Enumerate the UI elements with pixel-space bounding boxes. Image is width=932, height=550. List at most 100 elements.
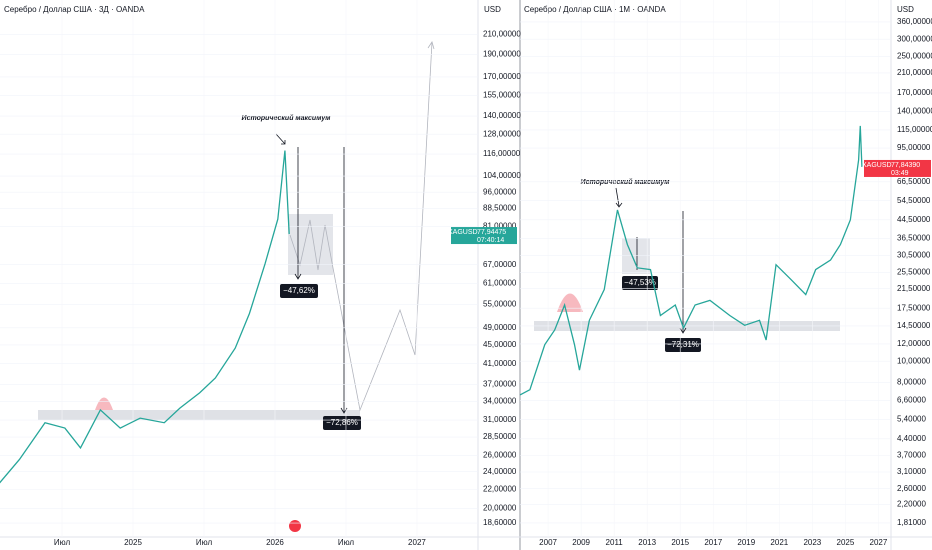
y-tick-label: 2,20000 [897, 500, 926, 509]
ath-arrow [615, 187, 623, 208]
y-tick-label: 115,00000 [897, 125, 932, 134]
y-tick-label: 8,00000 [897, 377, 926, 386]
forecast-path [289, 41, 433, 412]
y-tick-label: 88,50000 [483, 204, 517, 213]
x-tick-label: 2025 [124, 538, 142, 547]
x-tick-label: Июл [54, 538, 71, 547]
y-tick-label: 3,10000 [897, 467, 926, 476]
y-tick-label: 36,50000 [897, 234, 931, 243]
axis-unit: USD [897, 5, 914, 14]
y-tick-label: 300,00000 [897, 34, 932, 43]
y-tick-label: 5,40000 [897, 415, 926, 424]
x-tick-label: 2011 [606, 538, 624, 547]
ath-annotation: Исторический максимум [242, 114, 332, 122]
y-tick-label: 45,00000 [483, 340, 517, 349]
price-badge [451, 227, 517, 245]
y-tick-label: 250,00000 [897, 52, 932, 61]
pct-label: −47,62% [283, 286, 315, 295]
y-tick-label: 49,00000 [483, 323, 517, 332]
y-tick-label: 360,00000 [897, 17, 932, 26]
pct-label: −72,31% [667, 340, 699, 349]
pct-label: −72,86% [326, 418, 358, 427]
event-icon [289, 520, 301, 532]
y-tick-label: 96,00000 [483, 187, 517, 196]
x-tick-label: 2007 [539, 538, 557, 547]
x-tick-label: 2021 [770, 538, 788, 547]
drop-arrow-head [294, 273, 302, 280]
dome-marker [95, 397, 113, 410]
x-tick-label: 2013 [638, 538, 656, 547]
chart-title: Серебро / Доллар США · 3Д · OANDA [4, 5, 145, 14]
pct-box [280, 284, 318, 298]
last-price: 77,84390 [891, 162, 920, 169]
pct-box [665, 338, 701, 352]
chart-title: Серебро / Доллар США · 1М · OANDA [524, 5, 666, 14]
y-tick-label: 25,50000 [897, 268, 931, 277]
y-tick-label: 81,00000 [483, 222, 517, 231]
x-tick-label: 2015 [671, 538, 689, 547]
y-tick-label: 28,50000 [483, 432, 517, 441]
y-tick-label: 1,81000 [897, 518, 926, 527]
y-tick-label: 210,00000 [897, 68, 932, 77]
y-tick-label: 155,00000 [483, 91, 521, 100]
y-tick-label: 24,00000 [483, 467, 517, 476]
y-tick-label: 128,00000 [483, 129, 521, 138]
y-tick-label: 190,00000 [483, 50, 521, 59]
x-tick-label: 2027 [870, 538, 888, 547]
y-tick-label: 170,00000 [483, 72, 521, 81]
y-tick-label: 66,50000 [897, 177, 931, 186]
x-tick-label: 2017 [704, 538, 722, 547]
y-tick-label: 6,60000 [897, 396, 926, 405]
x-tick-label: 2023 [803, 538, 821, 547]
x-tick-label: Июл [338, 538, 355, 547]
support-zone [38, 410, 360, 420]
timer: 03:49 [891, 170, 909, 177]
y-tick-label: 210,00000 [483, 29, 521, 38]
y-tick-label: 22,00000 [483, 484, 517, 493]
x-tick-label: 2026 [266, 538, 284, 547]
y-tick-label: 34,00000 [483, 397, 517, 406]
axis-unit: USD [484, 5, 501, 14]
badge-symbol: XAGUSD [448, 229, 478, 236]
timer: 07:40:14 [477, 237, 504, 244]
y-tick-label: 14,50000 [897, 321, 931, 330]
price-line [0, 150, 290, 484]
forecast-arrow [427, 41, 435, 50]
y-tick-label: 170,00000 [897, 88, 932, 97]
pct-label: −47,53% [624, 278, 656, 287]
x-tick-label: Июл [196, 538, 213, 547]
y-tick-label: 31,00000 [483, 415, 517, 424]
y-tick-label: 41,00000 [483, 359, 517, 368]
x-tick-label: 2025 [837, 538, 855, 547]
y-tick-label: 3,70000 [897, 450, 926, 459]
ath-arrow [275, 133, 286, 145]
pct-box [323, 416, 361, 430]
y-tick-label: 95,00000 [897, 143, 931, 152]
y-tick-label: 54,50000 [897, 196, 931, 205]
x-tick-label: 2019 [737, 538, 755, 547]
y-tick-label: 18,60000 [483, 518, 517, 527]
y-tick-label: 10,00000 [897, 356, 931, 365]
y-tick-label: 140,00000 [897, 106, 932, 115]
y-tick-label: 37,00000 [483, 380, 517, 389]
y-tick-label: 12,00000 [897, 339, 931, 348]
y-tick-label: 21,50000 [897, 284, 931, 293]
badge-symbol: XAGUSD [862, 162, 892, 169]
y-tick-label: 104,00000 [483, 171, 521, 180]
y-tick-label: 4,40000 [897, 434, 926, 443]
price-line [519, 125, 863, 396]
pct-box [622, 276, 658, 290]
x-tick-label: 2027 [408, 538, 426, 547]
last-price: 77,94475 [477, 229, 506, 236]
y-tick-label: 30,50000 [897, 251, 931, 260]
y-tick-label: 55,00000 [483, 300, 517, 309]
drop-arrow-head [679, 327, 687, 334]
y-tick-label: 61,00000 [483, 279, 517, 288]
x-tick-label: 2009 [572, 538, 590, 547]
price-badge [864, 159, 931, 177]
y-tick-label: 2,60000 [897, 484, 926, 493]
y-tick-label: 17,50000 [897, 303, 931, 312]
y-tick-label: 20,00000 [483, 504, 517, 513]
